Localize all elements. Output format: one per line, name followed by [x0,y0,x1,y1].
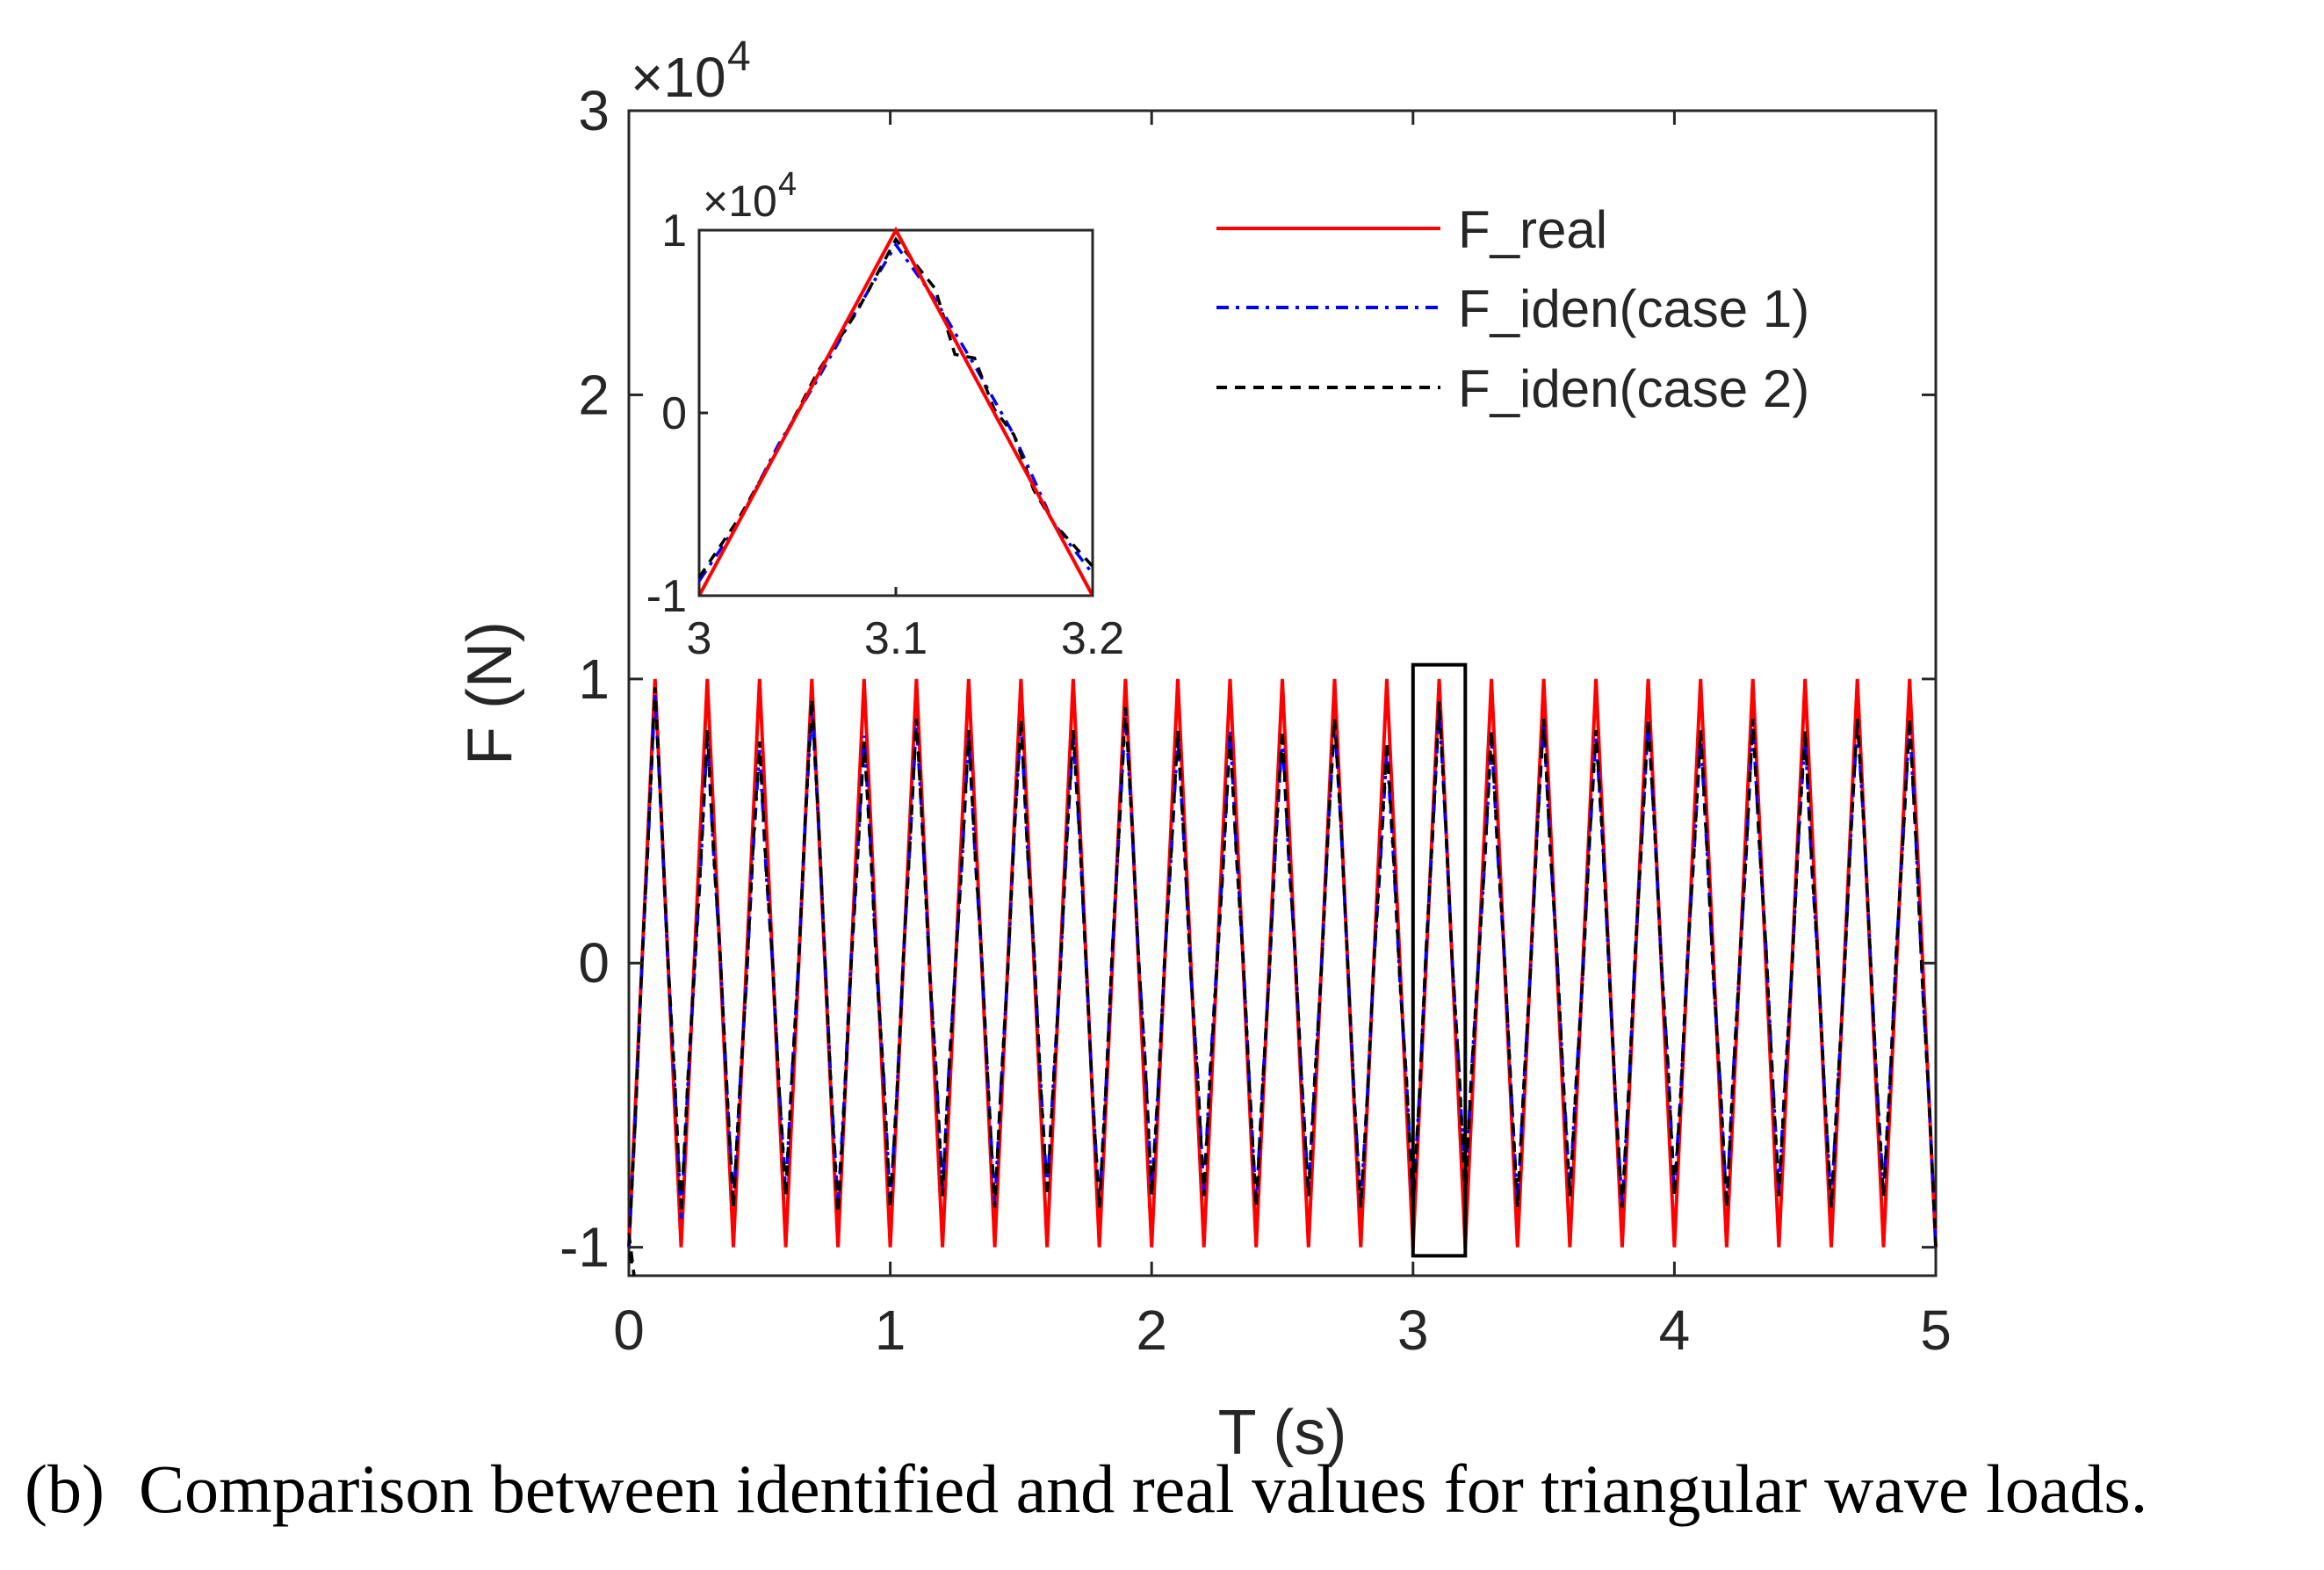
legend: F_real F_iden(case 1) F_iden(case 2) [1216,200,1809,418]
legend-label-f-iden-case2: F_iden(case 2) [1458,359,1809,418]
x-tick-label: 1 [875,1299,906,1362]
y-tick-label: 3 [578,79,610,142]
legend-label-f-real: F_real [1458,200,1607,259]
inset-plot-area [697,228,1094,597]
x-tick-label: 0 [613,1299,645,1362]
inset-x-tick-label: 3.1 [864,613,927,664]
inset-y-tick-label: 0 [661,388,687,439]
y-tick-label: 1 [578,648,610,711]
x-axis-label: T (s) [1218,1398,1347,1468]
x-tick-label: 4 [1659,1299,1691,1362]
y-tick-label: 0 [578,931,610,995]
caption-label: (b) [25,1451,105,1527]
inset-y-scale-exponent: 4 [778,166,797,203]
y-axis-label: F (N) [455,621,525,765]
inset-x-tick-label: 3 [687,613,712,664]
caption-text: Comparison between identified and real v… [139,1451,2148,1527]
inset-y-scale-factor: ×10 [703,177,777,226]
legend-label-f-iden-case1: F_iden(case 1) [1458,279,1809,338]
inset-y-tick-label: 1 [661,206,687,257]
x-tick-label: 3 [1397,1299,1429,1362]
y-tick-label: 2 [578,363,610,426]
zoom-region-box [1411,662,1468,1258]
series-line-f-iden-case2 [627,687,1938,1277]
inset-y-tick-label: -1 [646,571,687,622]
x-tick-label: 2 [1136,1299,1167,1362]
y-scale-exponent: 4 [727,33,751,80]
x-tick-label: 5 [1920,1299,1952,1362]
y-tick-label: -1 [559,1216,610,1279]
inset-series-f-real [697,226,1094,597]
y-scale-factor: ×10 [631,46,726,109]
figure-caption: (b) Comparison between identified and rea… [25,1450,2308,1529]
inset-x-tick-label: 3.2 [1061,613,1124,664]
